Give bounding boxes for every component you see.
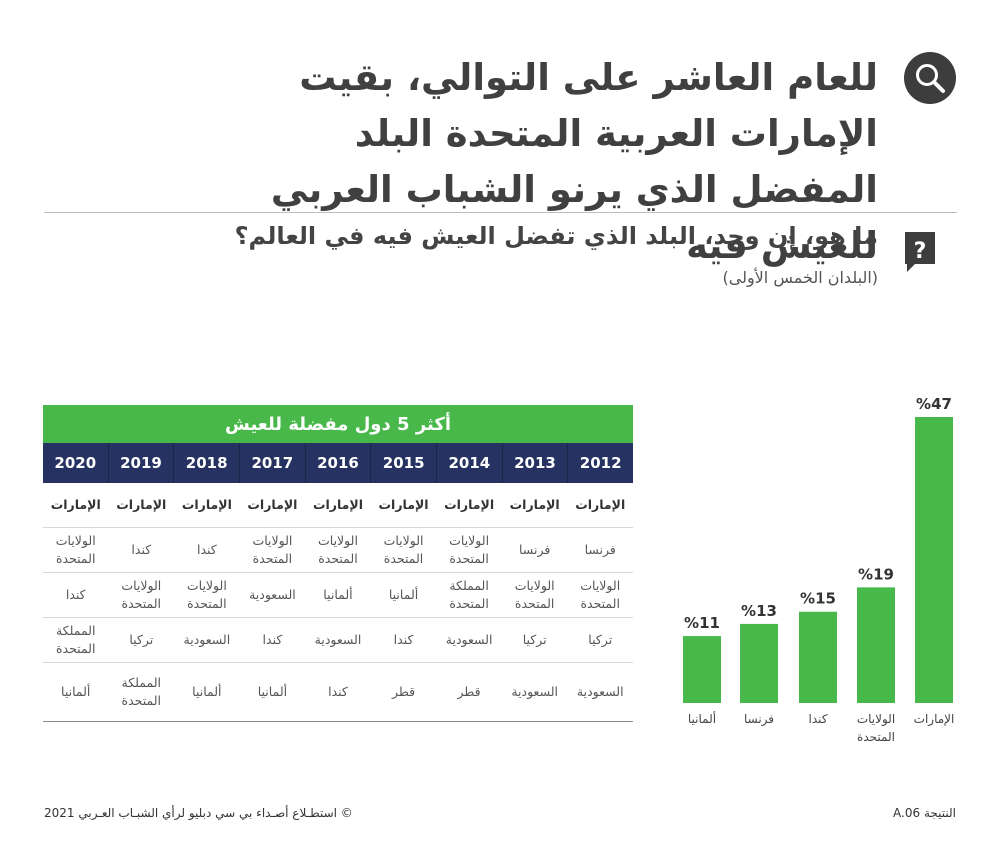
bar-chart: %47 الإمارات %19 الولايات المتحدة %15 كندا %13 ف… [683,395,955,744]
bar-value-label: %11 [684,614,720,632]
table-year-header: 2020 [54,454,97,472]
bar [799,611,837,703]
table-row: الإمارات الإمارات الإمارات الإمارات الإمارات… [43,483,633,528]
table-cell: الولايات المتحدة [252,533,293,566]
table-cell: الإمارات [312,497,364,512]
bar [915,417,953,703]
table-cell: السعودية [249,587,296,602]
bar [683,636,721,703]
table-cell: السعودية [576,684,624,699]
table-cell: الإمارات [116,497,167,512]
bar-value-label: %47 [916,395,952,413]
table-cell: المملكة المتحدة [121,675,162,708]
table-year-header: 2018 [173,443,239,483]
table-cell: الولايات المتحدة [580,578,621,611]
table-cell: كندا [196,542,217,557]
table-year-header: 2016 [304,443,371,483]
table-cell: المملكة المتحدة [55,623,96,656]
table-row: الولايات المتحدة الولايات المتحدة المملكة … [43,573,633,618]
table-cell: الإمارات [50,497,101,512]
table-cell: فرنسا [519,542,551,557]
bar-category-label: الولايات [857,712,895,727]
table-cell: السعودية [314,632,362,647]
table-cell: كندا [328,684,348,699]
bar-category-label: الإمارات [914,712,955,727]
table-cell: الولايات المتحدة [449,533,490,566]
bar-value-label: %15 [800,590,836,608]
question-subtitle: (البلدان الخمس الأولى) [722,268,879,287]
footer-source: © استطـلاع أصـداء بي سي دبليو لرأي الشبـ… [44,806,353,820]
bar-value-label: %19 [858,565,894,583]
table-cell: تركيا [522,632,547,647]
table-cell: الإمارات [247,497,298,512]
table-cell: قطر [457,684,481,699]
bar-category-label: المتحدة [857,730,895,744]
table-cell: السعودية [511,684,558,699]
table-body: الإمارات الإمارات الإمارات الإمارات الإمارات… [43,483,633,722]
table-year-header: 2017 [238,443,305,483]
table-cell: ألمانيا [192,684,222,699]
table-cell: كندا [393,632,414,647]
table-cell: ألمانيا [388,587,419,602]
bar [857,587,895,703]
table-cell: ألمانيا [257,684,288,699]
bar-value-label: %13 [741,602,777,620]
table-year-header: 2014 [435,443,502,483]
table-header-row: 2012 2013 2014 2015 2016 2017 2018 2019 2020 [43,443,633,483]
table-cell: كندا [131,542,152,557]
survey-question: ما هو، إن وجد، البلد الذي تفضل العيش فيه… [234,222,878,250]
footer-result-id: النتيجة A.06 [893,806,956,820]
question-icon: ? [903,230,937,274]
header-divider [44,212,957,213]
table-year-header: 2012 [567,443,633,483]
bar-category-label: كندا [809,712,828,726]
table-cell: المملكة المتحدة [449,578,489,611]
table-cell: ألمانيا [61,684,91,699]
table-cell: الولايات المتحدة [318,533,358,566]
table-cell: فرنسا [584,542,616,557]
table-year-header: 2015 [370,443,436,483]
page-title: للعام العاشر على التوالي، بقيت الإمارات … [270,56,878,267]
table-cell: الإمارات [509,497,560,512]
table-row: السعودية السعودية قطر قطر كندا ألمانيا ألمانيا… [43,663,633,722]
table-cell: السعودية [183,632,231,647]
table-cell: الولايات المتحدة [383,533,424,566]
table-row: فرنسا فرنسا الولايات المتحدة الولايات المتح… [43,528,633,573]
table-cell: كندا [262,632,283,647]
table-year-header: 2013 [501,443,568,483]
table-cell: تركيا [588,632,613,647]
bar-category-label: فرنسا [744,712,774,727]
table-cell: ألمانيا [323,587,353,602]
bar [740,623,778,703]
table-cell: الولايات المتحدة [55,533,96,566]
table-cell: كندا [65,587,86,602]
table-cell: الولايات المتحدة [186,578,227,611]
table-title: أكثر 5 دول مفضلة للعيش [43,405,633,443]
table-cell: الإمارات [378,497,429,512]
table-cell: الإمارات [444,497,495,512]
table-row: تركيا تركيا السعودية كندا السعودية كندا السعود… [43,618,633,663]
table-cell: الولايات المتحدة [121,578,162,611]
table-cell: السعودية [445,632,493,647]
table-cell: الولايات المتحدة [514,578,555,611]
table-cell: الإمارات [575,497,626,512]
search-icon [904,52,956,104]
table-cell: الإمارات [181,497,232,512]
bar-category-label: ألمانيا [688,711,716,726]
table-cell: قطر [391,684,416,699]
table-year-header: 2019 [107,443,174,483]
table-cell: تركيا [129,632,154,647]
svg-text:?: ? [914,239,927,264]
